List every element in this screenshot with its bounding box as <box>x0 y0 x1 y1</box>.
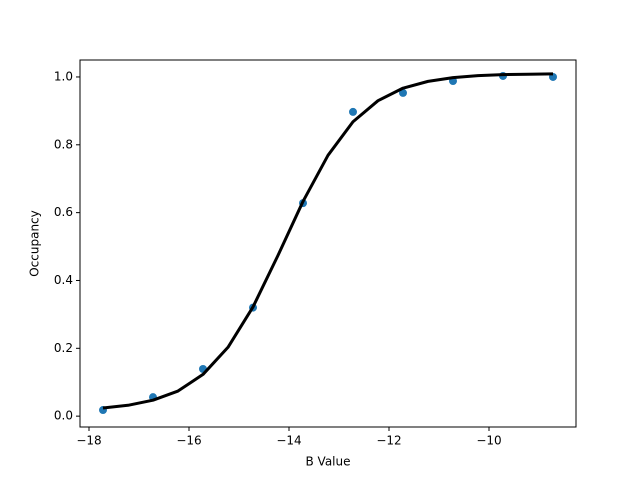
data-point <box>399 88 407 97</box>
x-axis-label: B Value <box>306 455 351 469</box>
y-tick-label: 0.8 <box>54 137 73 151</box>
x-tick-label: −14 <box>276 434 301 448</box>
x-tick-label: −10 <box>476 434 501 448</box>
y-tick-label: 1.0 <box>54 69 73 83</box>
y-tick-label: 0.0 <box>54 409 73 423</box>
y-tick-label: 0.4 <box>54 273 73 287</box>
x-tick-label: −16 <box>176 434 201 448</box>
y-tick-label: 0.6 <box>54 205 73 219</box>
y-tick-label: 0.2 <box>54 341 73 355</box>
x-tick-label: −12 <box>376 434 401 448</box>
y-axis-label: Occupancy <box>28 210 42 277</box>
plot-frame <box>79 59 577 428</box>
fit-line <box>102 72 554 410</box>
x-tick-label: −18 <box>76 434 101 448</box>
data-point <box>349 107 357 116</box>
